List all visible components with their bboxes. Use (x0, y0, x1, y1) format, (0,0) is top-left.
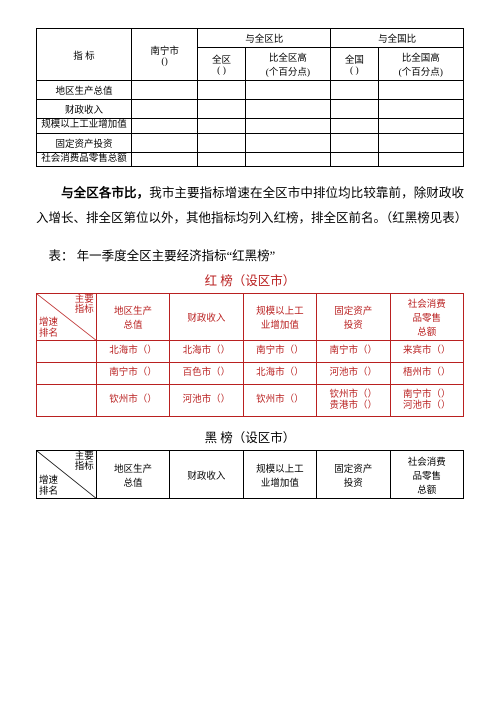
black-list-table: 主要指标 增速排名 地区生产总值 财政收入 规模以上工业增加值 固定资产投资 社… (36, 450, 464, 499)
red-list-title: 红 榜（设区市） (36, 270, 464, 289)
t2-r0c3: 南宁市（） (317, 341, 390, 363)
t2-r1c3: 河池市（） (317, 363, 390, 385)
row-indicator-2: 规模以上工业增加值 (37, 119, 132, 134)
t2-header-3: 固定资产投资 (317, 294, 390, 341)
row-indicator-1: 财政收入 (37, 100, 132, 119)
diag-bottom-label: 增速排名 (39, 318, 58, 339)
t2-header-4: 社会消费品零售总额 (390, 294, 463, 341)
t2-header-1: 财政收入 (170, 294, 243, 341)
t2-r1c2: 北海市（） (243, 363, 316, 385)
t2-r0c1: 北海市（） (170, 341, 243, 363)
t3-header-2: 规模以上工业增加值 (243, 451, 316, 499)
red-list-table: 主要指标 增速排名 地区生产总值 财政收入 规模以上工业增加值 固定资产投资 社… (36, 293, 464, 417)
t2-r1c1: 百色市（） (170, 363, 243, 385)
diag-header-cell-black: 主要指标 增速排名 (37, 451, 97, 499)
diag-bottom-label-black: 增速排名 (39, 476, 58, 497)
t2-r2c1: 河池市（） (170, 385, 243, 417)
sub-nation-diff: 比全国高(个百分点) (378, 48, 463, 81)
t3-header-3: 固定资产投资 (317, 451, 390, 499)
t3-header-4: 社会消费品零售总额 (390, 451, 463, 499)
sub-nation-all: 全国( ) (331, 48, 378, 81)
t2-r2c4: 南宁市（）河池市（） (390, 385, 463, 417)
row-indicator-0: 地区生产总值 (37, 81, 132, 100)
t2-r0c2: 南宁市（） (243, 341, 316, 363)
t2-r2c2: 钦州市（） (243, 385, 316, 417)
body-paragraph: 与全区各市比，我市主要指标增速在全区市中排位均比较靠前，除财政收入增长、排全区第… (36, 181, 464, 231)
black-list-title: 黑 榜（设区市） (36, 427, 464, 446)
t2-header-0: 地区生产总值 (96, 294, 169, 341)
t2-r2c3: 钦州市（）贵港市（） (317, 385, 390, 417)
header-nation-compare: 与全国比 (331, 29, 464, 48)
header-nanning-text: 南宁市() (150, 47, 179, 67)
table2-caption: 表： 年一季度全区主要经济指标“红黑榜” (36, 245, 464, 264)
t2-r1c4: 梧州市（） (390, 363, 463, 385)
t2-r0c4: 来宾市（） (390, 341, 463, 363)
header-region-compare: 与全区比 (198, 29, 331, 48)
t2-header-2: 规模以上工业增加值 (243, 294, 316, 341)
indicator-comparison-table: 指 标 南宁市() 与全区比 与全国比 全区( ) 比全区高(个百分点) 全国(… (36, 28, 464, 167)
row-indicator-3: 固定资产投资 (37, 133, 132, 152)
t3-header-0: 地区生产总值 (96, 451, 169, 499)
sub-region-all: 全区( ) (198, 48, 245, 81)
diag-top-label-black: 主要指标 (75, 452, 94, 473)
sub-region-diff: 比全区高(个百分点) (245, 48, 330, 81)
row-indicator-4: 社会消费品零售总额 (37, 152, 132, 167)
t3-header-1: 财政收入 (170, 451, 243, 499)
diag-header-cell: 主要指标 增速排名 (37, 294, 97, 341)
t2-r2c0: 钦州市（） (96, 385, 169, 417)
header-nanning: 南宁市() (131, 29, 197, 81)
t2-r0c0: 北海市（） (96, 341, 169, 363)
diag-top-label: 主要指标 (75, 295, 94, 316)
t2-r1c0: 南宁市（） (96, 363, 169, 385)
para-lead: 与全区各市比， (61, 186, 149, 200)
header-indicator: 指 标 (37, 29, 132, 81)
